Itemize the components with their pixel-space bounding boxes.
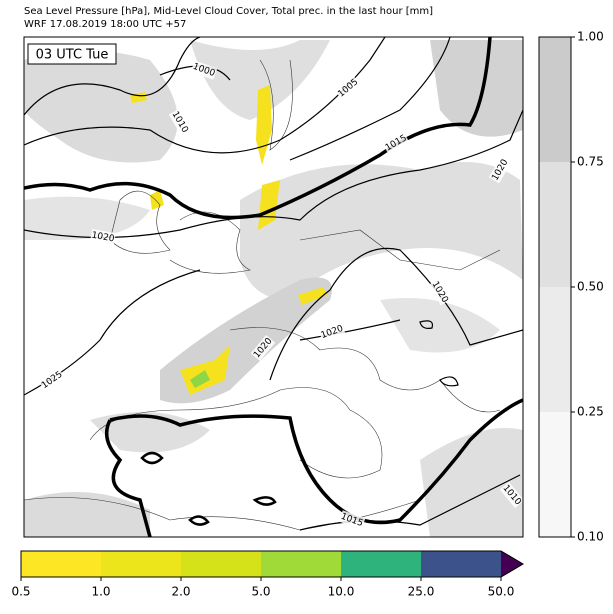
contour-label-bg — [499, 481, 523, 509]
precip-tick-label: 50.0 — [488, 585, 515, 599]
precip-band — [181, 551, 261, 577]
contour-label-bg — [318, 322, 346, 342]
contour-label: 1020 — [91, 231, 116, 245]
precip-tick-label: 0.5 — [11, 585, 30, 599]
precip-extend — [501, 551, 523, 577]
precip-tick-label: 1.0 — [91, 585, 110, 599]
contour-label-bg — [168, 108, 192, 136]
time-label: 03 UTC Tue — [36, 48, 109, 63]
isobar-1015 — [24, 37, 523, 537]
cloud-tick-label: 1.00 — [577, 30, 604, 44]
contour-label-bg — [38, 368, 66, 392]
cloud-colorbar: 0.10 0.25 0.50 0.75 1.00 — [538, 30, 604, 544]
cloud-band — [539, 412, 571, 537]
precip-band — [421, 551, 501, 577]
precip-band — [341, 551, 421, 577]
cloud-band — [539, 162, 571, 287]
cloud-cover — [24, 40, 523, 537]
precip-tick-label: 25.0 — [408, 585, 435, 599]
precip-band — [261, 551, 341, 577]
cloud-band — [539, 287, 571, 412]
contour-label-bg — [338, 510, 366, 530]
precip-tick-label: 10.0 — [328, 585, 355, 599]
map: 1000100510101015102010201020102010201025… — [24, 37, 523, 537]
cloud-tick-label: 0.50 — [577, 280, 604, 294]
contour-label-bg — [190, 60, 218, 80]
contour-label-bg — [428, 278, 452, 306]
cloud-tick-label: 0.25 — [577, 405, 604, 419]
time-box — [27, 43, 117, 65]
precip-frame — [20, 550, 524, 578]
cloud-tick-label: 0.10 — [577, 530, 604, 544]
precip-colorbar: 0.5 1.0 2.0 5.0 10.0 25.0 50.0 — [11, 550, 524, 599]
title: Sea Level Pressure [hPa], Mid-Level Clou… — [24, 6, 433, 17]
contour-label-bg — [90, 229, 116, 245]
contour-label-bg — [382, 131, 410, 155]
precip-band — [101, 551, 181, 577]
map-frame — [23, 36, 524, 538]
cloud-band — [539, 37, 571, 162]
precip-tick-label: 2.0 — [171, 585, 190, 599]
contour-label-bg — [488, 156, 512, 184]
subtitle: WRF 17.08.2019 18:00 UTC +57 — [24, 19, 186, 30]
precip-tick-label: 5.0 — [251, 585, 270, 599]
contour-label-bg — [334, 75, 362, 101]
precip-band — [21, 551, 101, 577]
contour-label-bg — [250, 334, 276, 362]
cloud-tick-label: 0.75 — [577, 155, 604, 169]
